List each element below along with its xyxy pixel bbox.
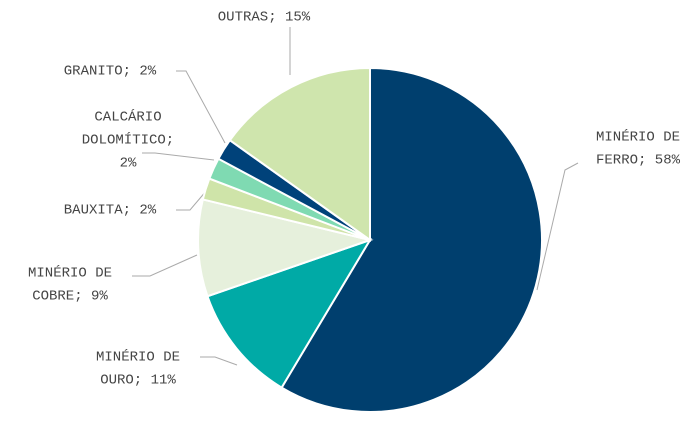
leader-line	[536, 162, 579, 291]
data-label: MINÉRIO DE	[96, 348, 180, 366]
data-label: MINÉRIO DE	[596, 128, 680, 146]
leader-line	[132, 254, 198, 277]
leader-lines	[132, 27, 579, 366]
pie-slice	[228, 66, 371, 242]
leader-line	[142, 152, 215, 161]
data-label: GRANITO; 2%	[64, 64, 157, 80]
data-label: 2%	[120, 156, 137, 172]
pie-slice	[206, 238, 373, 389]
data-label: MINÉRIO DE	[28, 264, 112, 282]
data-label: OUTRAS; 15%	[218, 10, 311, 26]
leader-line	[176, 189, 208, 211]
data-label: OURO; 11%	[100, 373, 176, 389]
data-label: DOLOMÍTICO;	[82, 131, 174, 149]
data-label: FERRO; 58%	[596, 153, 681, 169]
leader-line	[176, 70, 226, 144]
data-label: COBRE; 9%	[32, 289, 108, 305]
data-label: CALCÁRIO	[94, 108, 161, 126]
leader-line	[200, 356, 238, 366]
pie-slice	[280, 66, 543, 413]
data-label: BAUXITA; 2%	[64, 203, 157, 219]
pie-slice	[197, 198, 374, 298]
